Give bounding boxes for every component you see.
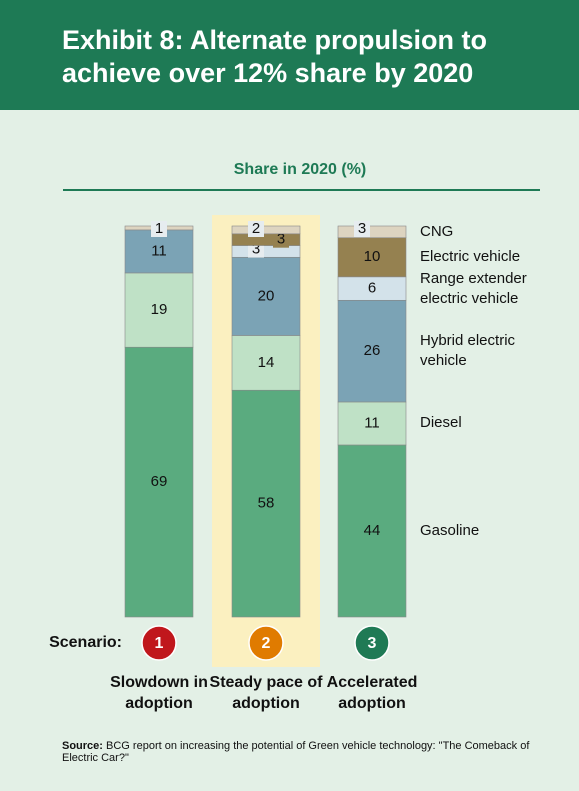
source-text: BCG report on increasing the potential o… (62, 740, 530, 764)
value-label: 69 (151, 473, 168, 490)
value-label: 1 (155, 220, 163, 237)
source: Source: BCG report on increasing the pot… (62, 740, 532, 764)
label-box (151, 221, 167, 237)
bar-segment (337, 444, 407, 618)
bar-segment (231, 245, 301, 258)
bar-segment (231, 389, 301, 618)
legend-label: Diesel (420, 414, 462, 432)
bar-segment (231, 225, 301, 235)
value-label: 11 (151, 242, 167, 259)
bar-segment (337, 299, 407, 403)
source-label: Source: (62, 740, 103, 752)
bar-segment (337, 237, 407, 278)
category-label: Slowdown in adoption (110, 674, 208, 712)
legend-label: Hybrid electric vehicle (420, 332, 516, 370)
scenario-marker (248, 625, 284, 661)
legend-label: Range extender electric vehicle (420, 269, 527, 307)
scenario-number: 1 (155, 635, 164, 652)
value-label: 3 (277, 231, 285, 248)
scenario-number: 2 (262, 635, 271, 652)
value-label: 14 (258, 354, 275, 371)
category-label: Accelerated adoption (326, 674, 418, 712)
label-box (248, 221, 264, 237)
scenario-marker (141, 625, 177, 661)
value-label: 19 (151, 301, 168, 318)
bar-segment (231, 335, 301, 391)
bar-segment (231, 256, 301, 336)
header-band (0, 0, 579, 110)
category-label: Steady pace of adoption (209, 674, 323, 712)
value-label: 20 (258, 287, 275, 304)
value-label: 2 (252, 220, 260, 237)
value-label: 6 (368, 280, 376, 297)
value-label: 3 (358, 220, 366, 237)
subtitle: Share in 2020 (%) (234, 161, 367, 178)
legend-label: Electric vehicle (420, 248, 521, 266)
bar-segment (124, 346, 194, 618)
label-box (273, 231, 289, 248)
legend-label: CNG (420, 222, 454, 240)
legend-label: Gasoline (420, 521, 480, 539)
scenario-label: Scenario: (49, 634, 122, 651)
value-label: 58 (258, 495, 275, 512)
label-box (354, 221, 370, 237)
value-label: 10 (364, 248, 381, 265)
value-label: 26 (364, 342, 381, 359)
value-label: 11 (364, 414, 380, 431)
chart-title: Exhibit 8: Alternate propulsion to achie… (62, 25, 488, 88)
scenario-marker (354, 625, 390, 661)
scenario-number: 3 (368, 635, 377, 652)
bar-segment (124, 229, 194, 274)
value-label: 3 (252, 241, 260, 258)
bar-segment (337, 225, 407, 239)
bar-segment (231, 233, 301, 246)
value-label: 44 (364, 522, 381, 539)
